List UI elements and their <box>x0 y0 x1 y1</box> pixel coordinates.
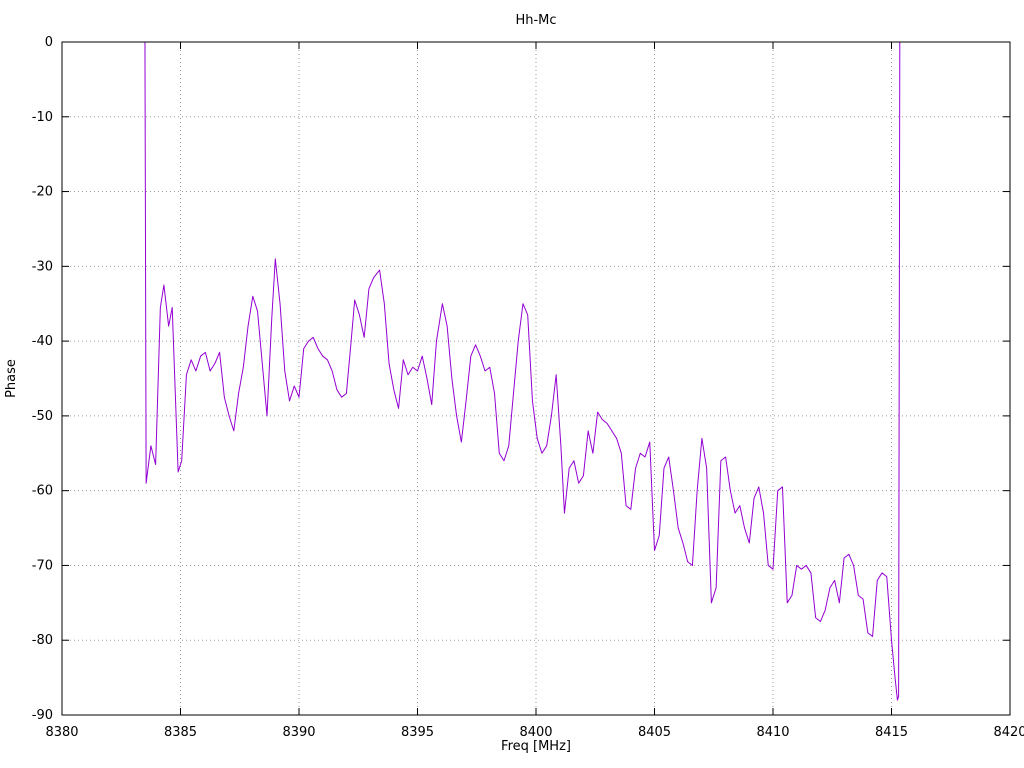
y-tick-label: -90 <box>32 708 53 723</box>
series-layer <box>144 41 901 701</box>
x-tick-label: 8415 <box>875 725 908 740</box>
tick-labels: 8380 8385 8390 8395 8400 8405 8410 8415 8420 0 -10… <box>32 35 1024 740</box>
y-tick-label: 0 <box>45 35 53 50</box>
y-tick-label: -70 <box>32 558 53 573</box>
y-tick-label: -50 <box>32 409 53 424</box>
chart-title: Hh-Mc <box>515 13 556 28</box>
y-tick-label: -20 <box>32 185 53 200</box>
x-tick-label: 8400 <box>519 725 552 740</box>
phase-series-line <box>144 41 901 701</box>
x-tick-label: 8380 <box>45 725 78 740</box>
x-tick-label: 8410 <box>756 725 789 740</box>
y-tick-label: -40 <box>32 334 53 349</box>
x-tick-label: 8385 <box>164 725 197 740</box>
x-axis-label: Freq [MHz] <box>501 739 571 754</box>
x-tick-label: 8420 <box>993 725 1024 740</box>
y-tick-label: -30 <box>32 259 53 274</box>
y-tick-label: -60 <box>32 484 53 499</box>
y-tick-label: -80 <box>32 633 53 648</box>
x-tick-label: 8405 <box>638 725 671 740</box>
y-axis-label: Phase <box>4 359 19 398</box>
grid-lines <box>62 42 1010 715</box>
plot-border <box>61 41 1011 716</box>
x-tick-label: 8390 <box>282 725 315 740</box>
y-tick-label: -10 <box>32 110 53 125</box>
x-tick-label: 8395 <box>401 725 434 740</box>
